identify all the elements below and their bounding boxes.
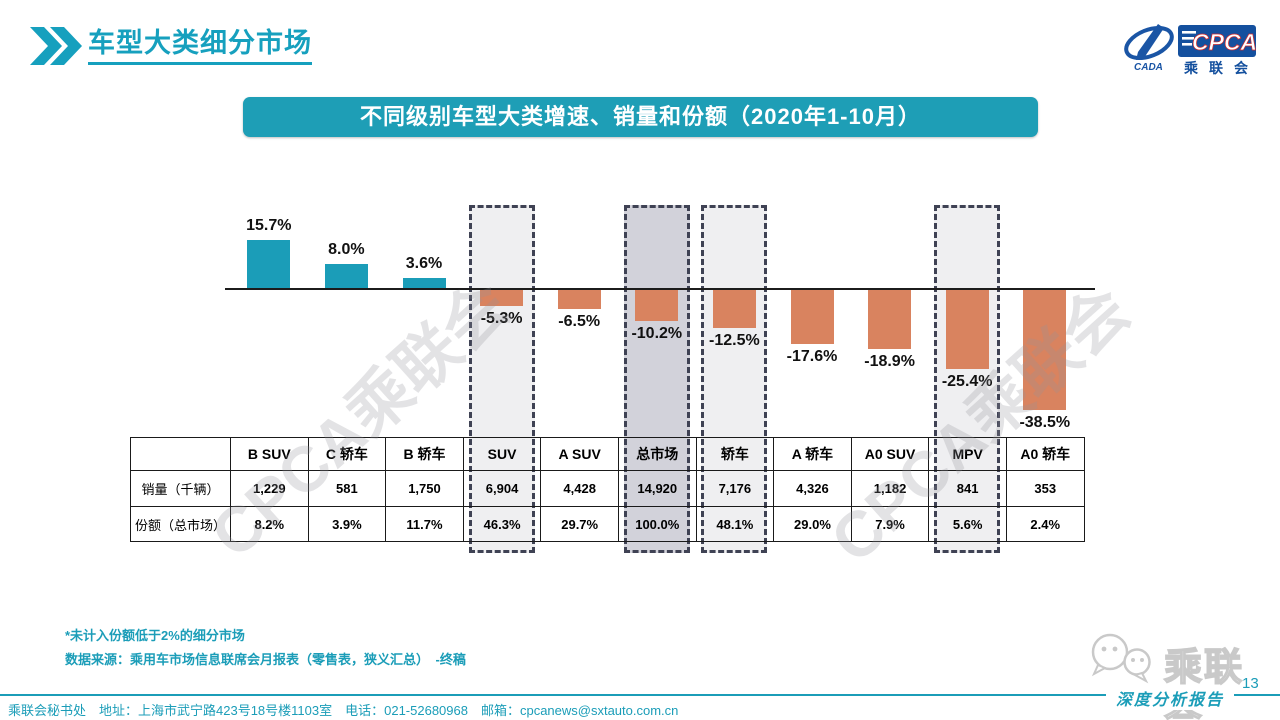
wechat-icon	[1091, 633, 1151, 684]
table-cell: 3.9%	[307, 506, 387, 542]
table-cell: 48.1%	[695, 506, 775, 542]
table-cell: 11.7%	[385, 506, 464, 542]
table-header-SUV: SUV	[462, 437, 542, 471]
table-row: 份额（总市场） 8.2% 3.9% 11.7% 46.3% 29.7% 100.0% 48.1…	[130, 506, 1085, 542]
bar-A0 SUV	[868, 289, 912, 349]
logo-cpca-text: CPCA	[1192, 29, 1257, 55]
bar-轿车	[712, 289, 756, 329]
table-header-MPV: MPV	[928, 437, 1007, 471]
table-cell: 353	[1005, 470, 1085, 507]
bar-value-label: 8.0%	[328, 240, 365, 258]
table-cell: 29.7%	[540, 506, 619, 542]
bar-value-label: 15.7%	[246, 216, 292, 234]
bar-value-label: -18.9%	[864, 352, 915, 370]
table-header-A 轿车: A 轿车	[773, 437, 852, 471]
page-title: 车型大类细分市场	[88, 28, 312, 66]
bar-value-label: -10.2%	[631, 325, 683, 343]
table-row: 销量（千辆） 1,229 581 1,750 6,904 4,428 14,920 7,176…	[130, 470, 1085, 507]
table-header-A0 轿车: A0 轿车	[1005, 437, 1085, 471]
table-cell: 841	[928, 470, 1007, 507]
bar-value-label: -6.5%	[558, 313, 601, 331]
bar-MPV	[945, 289, 989, 369]
cpca-logo: CADA CPCA 乘联会	[1124, 24, 1258, 76]
footnote-data-source: 数据来源：乘用车市场信息联席会月报表（零售表，狭义汇总） -终稿	[65, 652, 466, 667]
footer-divider-line	[0, 694, 1280, 696]
bar-B 轿车	[402, 277, 446, 289]
footnote-share-threshold: *未计入份额低于2%的细分市场	[65, 628, 245, 643]
table-header-A SUV: A SUV	[540, 437, 619, 471]
table-row-label: 销量（千辆）	[130, 470, 231, 507]
table-cell: 4,326	[773, 470, 852, 507]
bar-value-label: -38.5%	[1019, 414, 1071, 432]
table-cell: 7,176	[695, 470, 775, 507]
bar-value-label: -25.4%	[941, 373, 993, 390]
table-cell: 581	[307, 470, 387, 507]
bar-A0 轿车	[1023, 289, 1067, 411]
table-cell: 8.2%	[230, 506, 309, 542]
table-header-A0 SUV: A0 SUV	[850, 437, 930, 471]
bar-value-label: -17.6%	[786, 348, 838, 366]
table-cell: 6,904	[462, 470, 542, 507]
bar-value-label: -12.5%	[709, 332, 760, 350]
x-axis-line	[225, 288, 1095, 290]
double-chevron-icon	[30, 27, 82, 65]
data-table: B SUV C 轿车 B 轿车 SUV A SUV 总市场 轿车 A 轿车 A0 SUV MPV A…	[130, 437, 1085, 542]
table-cell: 7.9%	[850, 506, 930, 542]
table-cell: 1,182	[850, 470, 930, 507]
bar-value-label: -5.3%	[480, 309, 523, 327]
table-cell: 4,428	[540, 470, 619, 507]
table-cell: 1,229	[230, 470, 309, 507]
bar-SUV	[480, 289, 524, 306]
table-header-C 轿车: C 轿车	[307, 437, 387, 471]
chart-title-banner: 不同级别车型大类增速、销量和份额（2020年1-10月）	[243, 97, 1038, 137]
bar-C 轿车	[324, 263, 368, 289]
table-cell: 2.4%	[1005, 506, 1085, 542]
table-cell: 100.0%	[617, 506, 697, 542]
bar-A SUV	[557, 289, 601, 310]
table-cell: 14,920	[617, 470, 697, 507]
table-corner-cell	[130, 437, 231, 471]
report-type-label: 深度分析报告	[1106, 686, 1235, 710]
table-cell: 46.3%	[462, 506, 542, 542]
table-header-B SUV: B SUV	[230, 437, 309, 471]
table-cell: 1,750	[385, 470, 464, 507]
bar-总市场	[635, 289, 679, 322]
table-cell: 5.6%	[928, 506, 1007, 542]
footer-contact-info: 乘联会秘书处 地址：上海市武宁路423号18号楼1103室 电话：021-526…	[8, 703, 679, 718]
logo-cn-text: 乘联会	[1183, 60, 1258, 76]
table-header-轿车: 轿车	[695, 437, 775, 471]
bar-B SUV	[247, 239, 291, 289]
table-header-总市场: 总市场	[617, 437, 697, 471]
bar-A 轿车	[790, 289, 834, 345]
table-header-B 轿车: B 轿车	[385, 437, 464, 471]
wechat-brand-mark: 乘联会	[1082, 628, 1262, 720]
page-number: 13	[1242, 675, 1259, 692]
table-cell: 29.0%	[773, 506, 852, 542]
logo-cada-text: CADA	[1134, 62, 1163, 73]
table-row-label: 份额（总市场）	[130, 506, 231, 542]
bar-value-label: 3.6%	[405, 254, 443, 272]
